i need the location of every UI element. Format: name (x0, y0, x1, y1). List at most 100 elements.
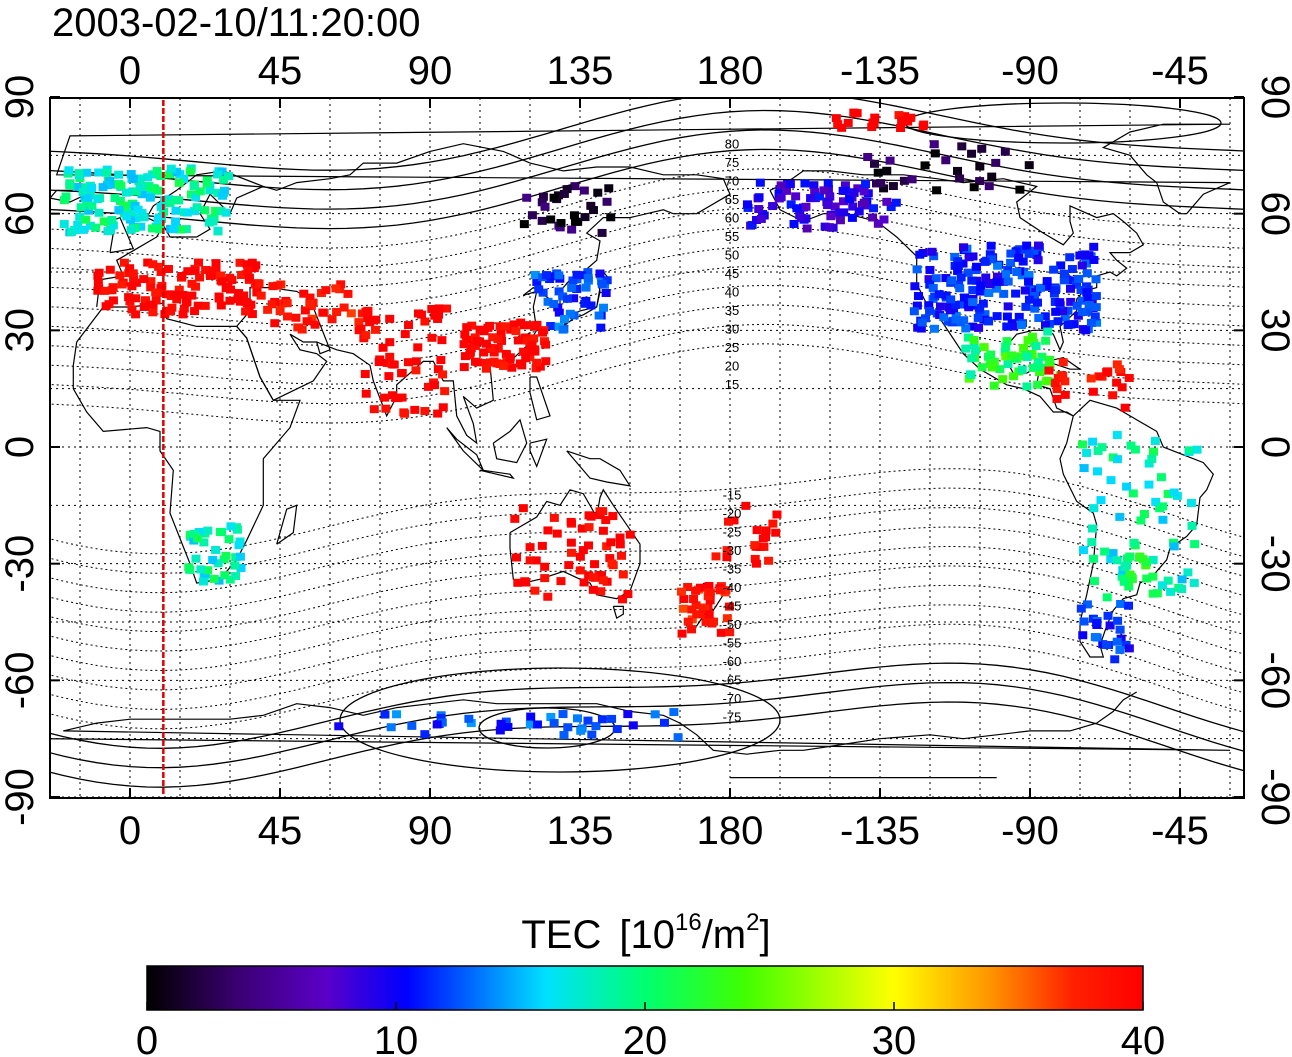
tec-cell (385, 338, 395, 347)
tec-cell (683, 583, 693, 592)
tec-cell (219, 175, 229, 184)
coastline (769, 170, 1145, 417)
tec-cell (986, 241, 996, 250)
tec-cell (824, 223, 834, 232)
tec-cell (244, 273, 254, 282)
tec-cell (752, 215, 762, 224)
tec-cell (171, 217, 181, 226)
right-latitude-labels: 90 60 30 0 -30 -60 -90 (1253, 75, 1292, 826)
tec-cell (556, 219, 566, 228)
tec-cell (59, 220, 69, 229)
tec-cell (93, 284, 103, 293)
tec-cell (440, 387, 450, 396)
tec-cell (1037, 352, 1047, 361)
mlat-contour (50, 565, 1244, 652)
tec-cell (404, 321, 414, 330)
coastline (566, 450, 632, 487)
mlat-label: 35 (725, 303, 739, 318)
tec-cell (1034, 314, 1044, 323)
tec-cell (361, 331, 371, 340)
tec-cell (602, 197, 612, 206)
tec-cell (575, 552, 585, 561)
tec-cell (915, 250, 925, 259)
tec-cell (810, 188, 820, 197)
frame-ticks (50, 96, 1244, 799)
mlat-contour (50, 701, 1244, 788)
tec-cell (1148, 447, 1158, 456)
tec-cell (1045, 360, 1055, 369)
tec-cell (199, 538, 209, 547)
tec-cell (397, 393, 407, 402)
tec-cell (178, 290, 188, 299)
tec-cell (917, 318, 927, 327)
tec-cell (224, 535, 234, 544)
mlat-label: 75 (725, 155, 739, 170)
tec-cell (872, 179, 882, 188)
tec-cell (1060, 390, 1070, 399)
tec-cell (554, 271, 564, 280)
mlat-contour (50, 265, 1244, 346)
mlat-label: -25 (723, 525, 742, 540)
tec-cell (232, 523, 242, 532)
tec-cell (1103, 611, 1113, 620)
tec-cell (1078, 546, 1088, 555)
colorbar-ticks: 0 10 20 30 40 (136, 1002, 1165, 1057)
mlat-label: -75 (723, 709, 742, 724)
tec-cell (549, 193, 559, 202)
mlat-label: 40 (725, 284, 739, 299)
tec-cell (1000, 347, 1010, 356)
tec-cell (1086, 374, 1096, 383)
tec-cell (1163, 576, 1173, 585)
tec-cell (371, 315, 381, 324)
tec-cell (1006, 258, 1016, 267)
tec-cell (403, 358, 413, 367)
tec-cell (709, 617, 719, 626)
tec-cell (1065, 284, 1075, 293)
tec-cell (116, 181, 126, 190)
lat-tick-label-right: -60 (1253, 651, 1292, 709)
tec-cell (215, 527, 225, 536)
tec-cell (1032, 298, 1042, 307)
tec-cell (1014, 253, 1024, 262)
tec-cell (1088, 554, 1098, 563)
tec-cell (572, 285, 582, 294)
tec-cell (1108, 549, 1118, 558)
tec-cell (722, 546, 732, 555)
tec-cell (84, 206, 94, 215)
tec-cell (1142, 574, 1152, 583)
tec-cell (562, 185, 572, 194)
tec-cell (1076, 286, 1086, 295)
tec-cell (947, 276, 957, 285)
mlat-label: -50 (723, 617, 742, 632)
tec-cell (459, 340, 469, 349)
tec-cell (1015, 185, 1025, 194)
tec-cell (1106, 555, 1116, 564)
tec-cell (967, 354, 977, 363)
tec-cell (1033, 362, 1043, 371)
tec-cell (758, 534, 768, 543)
tec-cell (1067, 265, 1077, 274)
tec-cell (1158, 515, 1168, 524)
tec-cell (741, 501, 751, 510)
mlat-label: -60 (723, 654, 742, 669)
mlat-label: 50 (725, 248, 739, 263)
mlat-contour (50, 129, 1244, 210)
tec-cell (407, 721, 417, 730)
tec-cell (1112, 556, 1122, 565)
tec-cell (1166, 587, 1176, 596)
mlat-label: -45 (723, 599, 742, 614)
tec-cell (618, 570, 628, 579)
tec-cell (569, 211, 579, 220)
tec-cell (360, 370, 370, 379)
tec-cell (623, 590, 633, 599)
top-longitude-labels: 0 45 90 135 180 -135 -90 -45 (119, 49, 1209, 93)
tec-cell (182, 297, 192, 306)
tec-cell (549, 718, 559, 727)
tec-cell (1127, 574, 1137, 583)
tec-cell (182, 208, 192, 217)
tec-cell (1151, 497, 1161, 506)
tec-cell (1128, 489, 1138, 498)
tec-cell (105, 176, 115, 185)
tec-cell (704, 610, 714, 619)
tec-cell (205, 271, 215, 280)
